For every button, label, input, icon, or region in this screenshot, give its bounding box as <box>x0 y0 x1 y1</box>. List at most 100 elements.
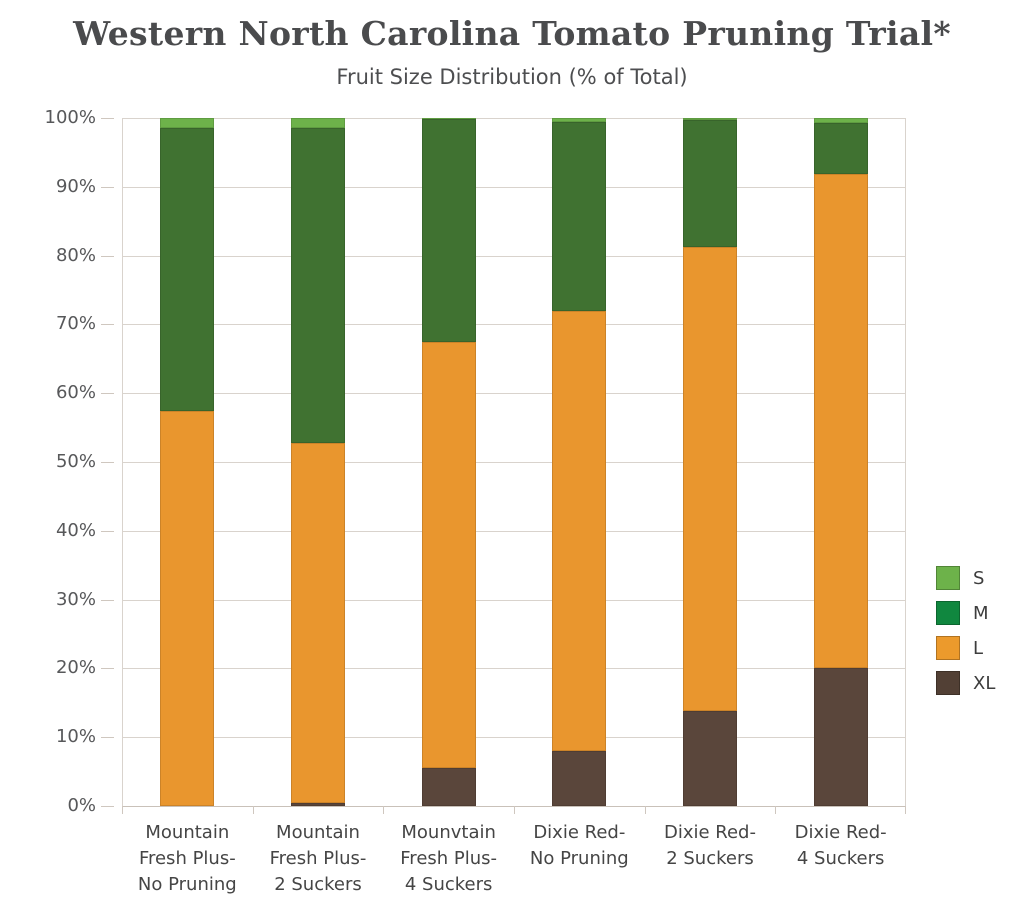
bar-segment-m <box>813 122 868 175</box>
plot-edge-line <box>122 118 123 806</box>
bar-3 <box>421 118 476 806</box>
bar-segment-s <box>291 118 345 129</box>
y-tick-label: 60% <box>55 382 96 404</box>
x-axis-label: Mounvtain Fresh Plus- 4 Suckers <box>383 820 514 898</box>
x-axis-label: Mountain Fresh Plus- 2 Suckers <box>253 820 384 898</box>
x-axis-label-line: 2 Suckers <box>666 848 754 869</box>
bar-2 <box>291 118 345 806</box>
y-tick-mark <box>101 806 114 807</box>
bar-1 <box>160 118 215 806</box>
y-tick-label: 40% <box>55 519 96 541</box>
x-axis-label-line: No Pruning <box>529 848 629 869</box>
legend-label: XL <box>973 672 996 694</box>
x-axis-label-line: Mountain <box>276 822 360 843</box>
bar-segment-l <box>160 411 215 806</box>
y-tick-mark <box>101 118 114 119</box>
plot-area: Mountain Fresh Plus- No Pruning Mountain Fre… <box>122 118 906 895</box>
legend-label: M <box>973 602 989 624</box>
y-tick-mark <box>101 530 114 532</box>
gridline <box>122 530 906 532</box>
x-tick-mark <box>252 806 254 814</box>
gridline <box>122 599 906 601</box>
legend-item-m: M <box>936 601 995 625</box>
chart-title: Western North Carolina Tomato Pruning Tr… <box>73 14 951 53</box>
x-axis-label-line: 4 Suckers <box>796 848 885 869</box>
bar-segment-m <box>291 128 345 444</box>
bar-segment-m <box>683 120 737 247</box>
bar-segment-xl <box>421 768 476 806</box>
gridline <box>122 186 906 188</box>
bar-segment-xl <box>683 711 737 806</box>
gridline <box>122 737 906 739</box>
x-tick-mark <box>644 806 646 814</box>
y-tick-label: 0% <box>67 795 96 816</box>
gridline <box>122 255 906 257</box>
x-axis-label: Dixie Red- 4 Suckers <box>775 820 906 872</box>
x-tick-mark <box>905 806 906 814</box>
x-axis-label-line: Fresh Plus- <box>138 848 236 869</box>
y-tick-label: 100% <box>44 107 96 128</box>
y-tick-mark <box>101 255 114 257</box>
bar-segment-s <box>421 118 476 119</box>
bar-segment-l <box>813 174 868 669</box>
plot-edge-line <box>905 118 906 806</box>
x-axis-label: Dixie Red- No Pruning <box>514 820 645 872</box>
bar-segment-l <box>291 443 345 804</box>
gridline <box>122 668 906 670</box>
y-tick-label: 80% <box>55 244 96 266</box>
y-tick-label: 10% <box>55 726 96 748</box>
y-tick-mark <box>101 324 114 326</box>
legend-swatch-s <box>936 566 960 590</box>
y-tick-label: 20% <box>55 657 96 679</box>
x-axis-label-line: Dixie Red- <box>663 822 756 843</box>
x-tick-mark <box>383 806 385 814</box>
x-axis-label-line: Mountain <box>145 822 230 843</box>
bar-segment-xl <box>291 803 345 806</box>
bar-segment-l <box>421 341 476 769</box>
y-tick-label: 90% <box>55 175 96 197</box>
bar-6 <box>813 118 868 806</box>
x-axis-label: Dixie Red- 2 Suckers <box>645 820 776 872</box>
y-tick-mark <box>101 668 114 670</box>
legend-swatch-xl <box>936 671 960 695</box>
bar-segment-s <box>813 118 868 123</box>
x-axis-label-line: No Pruning <box>137 874 237 895</box>
legend: S M L XL <box>936 566 995 706</box>
y-tick-mark <box>101 737 114 739</box>
x-tick-mark <box>775 806 777 814</box>
bar-segment-s <box>160 118 215 129</box>
gridline <box>122 393 906 395</box>
y-tick-mark <box>101 393 114 395</box>
x-axis-labels: Mountain Fresh Plus- No Pruning Mountain Fre… <box>122 820 906 910</box>
gridline <box>122 118 906 119</box>
bar-segment-s <box>683 118 737 121</box>
x-axis-label-line: Dixie Red- <box>533 822 626 843</box>
bar-segment-l <box>552 310 607 751</box>
y-tick-label: 50% <box>55 451 96 472</box>
x-tick-mark <box>122 806 123 814</box>
x-axis-label-line: 2 Suckers <box>274 874 362 895</box>
y-tick-mark <box>101 599 114 601</box>
y-axis: 100% 90% 80% 70% 60% 50% 40% 30% 20% 10% 0% <box>0 108 122 816</box>
legend-item-l: L <box>936 636 995 660</box>
bar-segment-m <box>421 118 476 342</box>
gridline <box>122 462 906 463</box>
bar-segment-l <box>683 246 737 712</box>
x-axis-label: Mountain Fresh Plus- No Pruning <box>122 820 253 898</box>
legend-label: S <box>973 567 985 589</box>
x-tick-mark <box>514 806 515 814</box>
bar-4 <box>552 118 607 806</box>
legend-label: L <box>973 637 984 659</box>
bar-5 <box>683 118 737 806</box>
chart-subtitle: Fruit Size Distribution (% of Total) <box>336 65 688 89</box>
legend-item-s: S <box>936 566 995 590</box>
y-tick-label: 70% <box>55 313 96 335</box>
bar-segment-xl <box>813 668 868 806</box>
legend-item-xl: XL <box>936 671 995 695</box>
x-axis-label-line: Mounvtain <box>401 822 496 843</box>
y-tick-mark <box>101 462 114 463</box>
bar-segment-xl <box>552 750 607 806</box>
bar-segment-m <box>552 122 607 311</box>
y-tick-label: 30% <box>55 588 96 610</box>
